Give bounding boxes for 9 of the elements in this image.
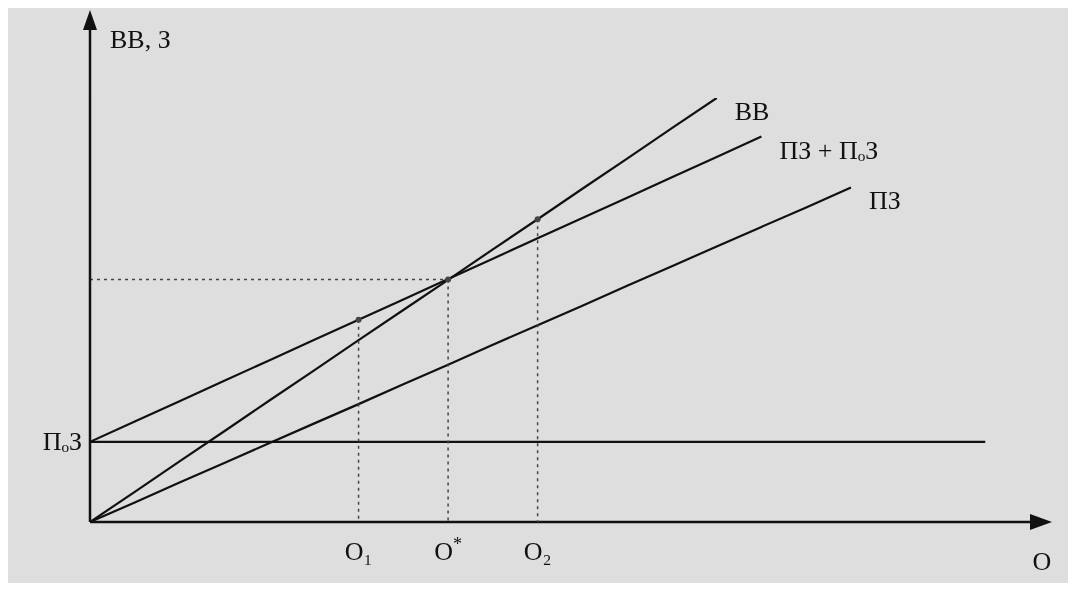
series-label: ПЗ + ПₒЗ [779, 135, 879, 165]
series-label: ПЗ [868, 186, 901, 216]
series-label: ВВ [734, 97, 770, 126]
x-tick-label: О₂ [523, 537, 552, 566]
y-axis-title: ВВ, З [110, 25, 171, 54]
x-axis-title: О [1032, 547, 1052, 576]
series-label: ПₒЗ [42, 426, 82, 456]
x-tick-label: О₁ [344, 537, 373, 566]
x-tick-label: О$^{*}$ [434, 534, 463, 566]
